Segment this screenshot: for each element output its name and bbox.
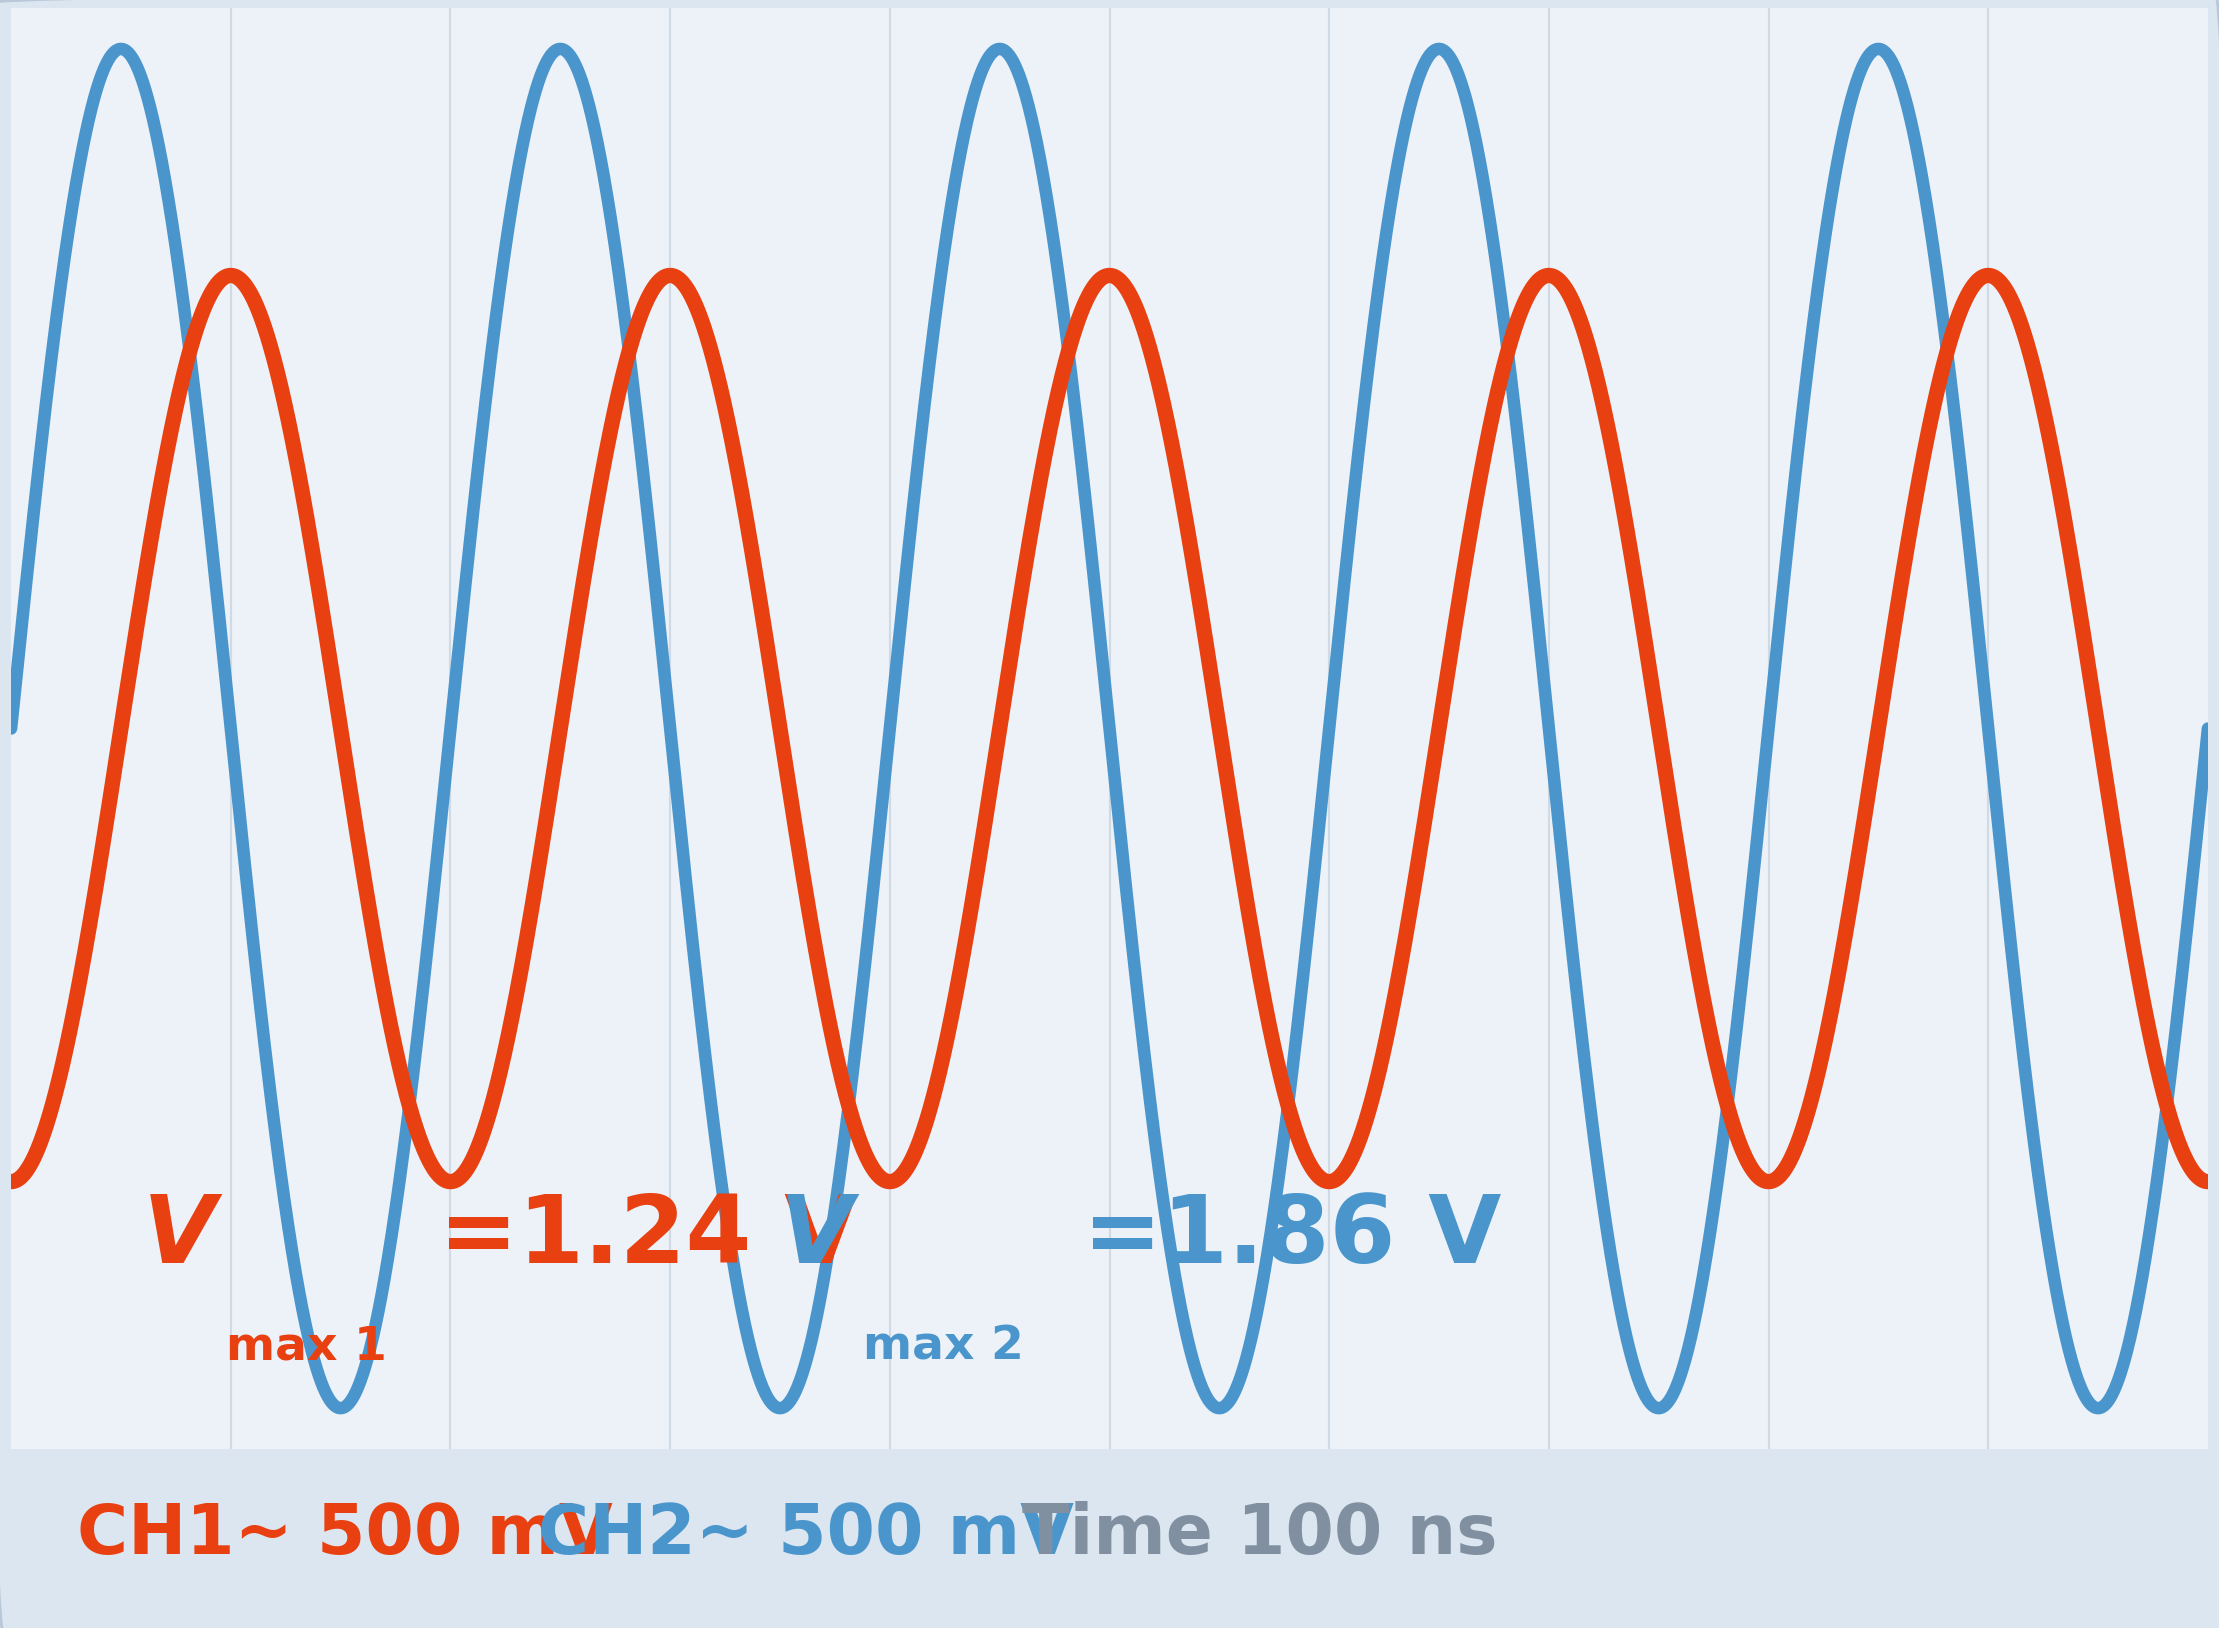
- Text: max 2: max 2: [863, 1325, 1025, 1369]
- Text: CH2~ 500 mV: CH2~ 500 mV: [539, 1501, 1074, 1568]
- Text: CH1~ 500 mV: CH1~ 500 mV: [78, 1501, 612, 1568]
- Text: max 1: max 1: [226, 1325, 388, 1369]
- Text: Time 100 ns: Time 100 ns: [1021, 1501, 1498, 1568]
- Text: =1.24 V: =1.24 V: [439, 1192, 859, 1283]
- Text: V: V: [142, 1192, 215, 1283]
- Text: V: V: [781, 1192, 852, 1283]
- Text: =1.86 V: =1.86 V: [1083, 1192, 1502, 1283]
